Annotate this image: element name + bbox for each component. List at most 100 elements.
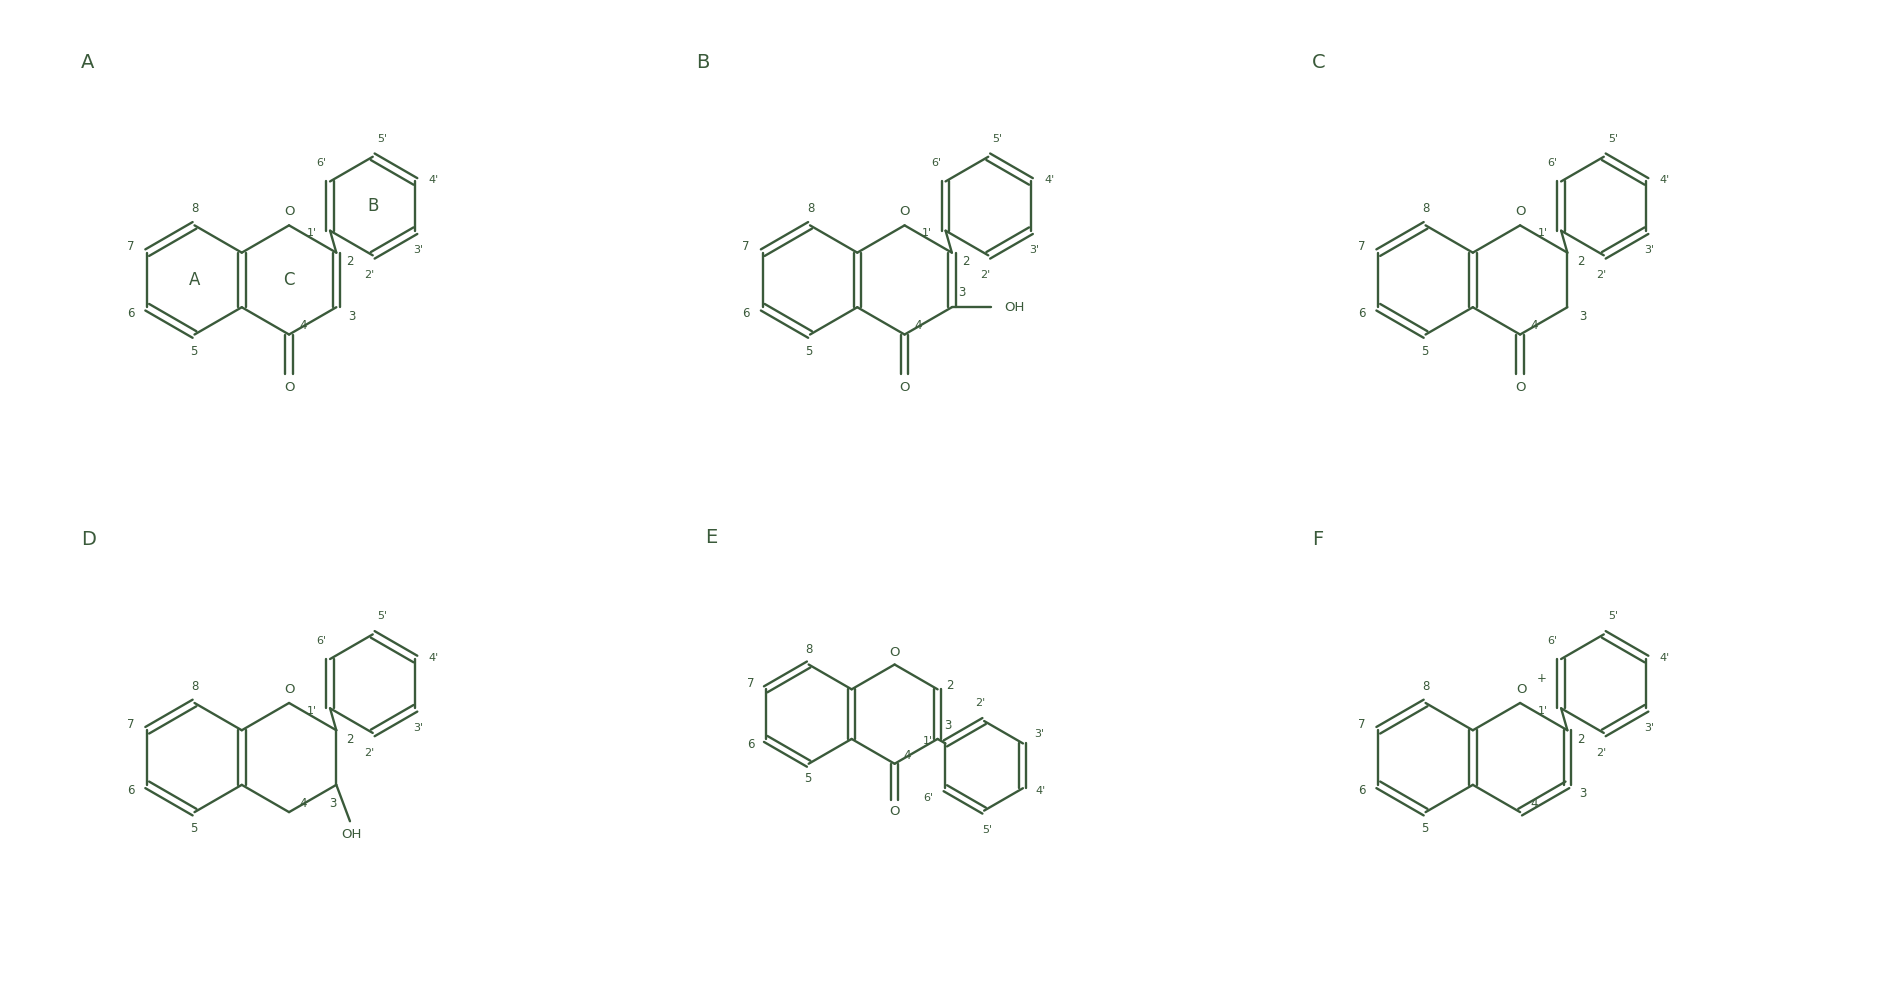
Text: 1': 1' (307, 705, 316, 715)
Text: 6: 6 (746, 738, 753, 751)
Text: O: O (890, 646, 899, 659)
Text: 2': 2' (365, 270, 375, 280)
Text: O: O (284, 205, 293, 218)
Text: 5': 5' (1607, 611, 1619, 621)
Text: 7: 7 (127, 717, 134, 731)
Text: O: O (1514, 205, 1526, 218)
Text: 2: 2 (346, 733, 354, 746)
Text: O: O (890, 806, 899, 818)
Text: 4: 4 (914, 318, 922, 332)
Text: 3': 3' (1645, 245, 1654, 255)
Text: 2: 2 (946, 680, 954, 692)
Text: 5': 5' (1607, 134, 1619, 144)
Text: 2: 2 (346, 255, 354, 268)
Text: 2': 2' (365, 748, 375, 758)
Text: 6: 6 (1357, 307, 1365, 319)
Text: 2: 2 (1577, 733, 1584, 746)
Text: 5: 5 (1422, 822, 1429, 835)
Text: 1': 1' (1537, 228, 1548, 238)
Text: E: E (706, 528, 717, 547)
Text: A: A (189, 271, 201, 289)
Text: 7: 7 (746, 678, 753, 690)
Text: 8: 8 (1424, 202, 1429, 215)
Text: 6': 6' (924, 793, 933, 803)
Text: 7: 7 (1357, 717, 1365, 731)
Text: 8: 8 (806, 202, 814, 215)
Text: 6: 6 (127, 307, 134, 319)
Text: 5: 5 (189, 344, 197, 358)
Text: O: O (1514, 381, 1526, 394)
Text: C: C (284, 271, 295, 289)
Text: 1': 1' (922, 736, 933, 746)
Text: 5: 5 (805, 773, 812, 786)
Text: 7: 7 (742, 240, 750, 253)
Text: O: O (284, 381, 293, 394)
Text: 7: 7 (127, 240, 134, 253)
Text: D: D (81, 530, 97, 550)
Text: 3': 3' (1034, 729, 1045, 739)
Text: 4': 4' (1035, 786, 1047, 796)
Text: 5': 5' (982, 825, 992, 835)
Text: 5': 5' (377, 134, 386, 144)
Text: 8: 8 (191, 202, 199, 215)
Text: A: A (81, 53, 95, 71)
Text: B: B (367, 197, 379, 215)
Text: 4: 4 (299, 318, 307, 332)
Text: 4: 4 (903, 749, 911, 762)
Text: 7: 7 (1357, 240, 1365, 253)
Text: 3': 3' (413, 723, 424, 733)
Text: 3: 3 (329, 797, 337, 809)
Text: 2: 2 (1577, 255, 1584, 268)
Text: 3': 3' (413, 245, 424, 255)
Text: 6': 6' (931, 158, 941, 169)
Text: 3: 3 (348, 310, 356, 322)
Text: 4': 4' (428, 175, 439, 185)
Text: O: O (899, 381, 911, 394)
Text: O: O (899, 205, 911, 218)
Text: 5: 5 (806, 344, 812, 358)
Text: 4': 4' (1660, 653, 1670, 663)
Text: +: + (1537, 673, 1547, 685)
Text: 3': 3' (1030, 245, 1039, 255)
Text: O: O (1516, 682, 1528, 695)
Text: 2: 2 (962, 255, 969, 268)
Text: C: C (1312, 53, 1325, 71)
Text: 2': 2' (1596, 270, 1605, 280)
Text: 8: 8 (191, 680, 199, 692)
Text: 5: 5 (189, 822, 197, 835)
Text: 4': 4' (1660, 175, 1670, 185)
Text: 1': 1' (922, 228, 933, 238)
Text: 4: 4 (299, 797, 307, 809)
Text: 6: 6 (127, 785, 134, 798)
Text: B: B (697, 53, 710, 71)
Text: 4': 4' (1045, 175, 1054, 185)
Text: 1': 1' (307, 228, 316, 238)
Text: 8: 8 (1424, 680, 1429, 692)
Text: O: O (284, 682, 293, 695)
Text: 2': 2' (975, 698, 984, 708)
Text: 5': 5' (992, 134, 1003, 144)
Text: 5': 5' (377, 611, 386, 621)
Text: 5: 5 (1422, 344, 1429, 358)
Text: 4: 4 (1530, 318, 1537, 332)
Text: 3: 3 (958, 286, 965, 299)
Text: 3: 3 (1579, 788, 1586, 801)
Text: 6: 6 (742, 307, 750, 319)
Text: 4: 4 (1530, 797, 1537, 809)
Text: 2': 2' (981, 270, 990, 280)
Text: 8: 8 (806, 643, 812, 656)
Text: OH: OH (341, 828, 362, 841)
Text: 2': 2' (1596, 748, 1605, 758)
Text: 6': 6' (1547, 158, 1558, 169)
Text: OH: OH (1003, 301, 1024, 313)
Text: F: F (1312, 530, 1323, 550)
Text: 6: 6 (1357, 785, 1365, 798)
Text: 4': 4' (428, 653, 439, 663)
Text: 6': 6' (316, 158, 326, 169)
Text: 3: 3 (945, 718, 952, 732)
Text: 6': 6' (1547, 636, 1558, 646)
Text: 6': 6' (316, 636, 326, 646)
Text: 3: 3 (1579, 310, 1586, 322)
Text: 3': 3' (1645, 723, 1654, 733)
Text: 1': 1' (1537, 705, 1548, 715)
